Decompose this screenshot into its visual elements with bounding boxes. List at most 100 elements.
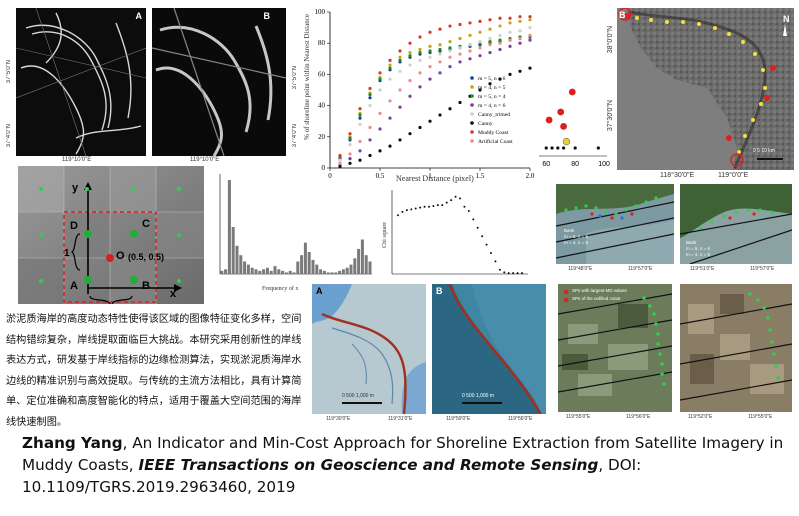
study-map-x-tick-1: 118°30'0"E (660, 172, 695, 179)
chi-point (397, 214, 399, 217)
md-scatter-point (544, 146, 548, 150)
line-chart-point (378, 111, 382, 115)
histogram-bar (243, 261, 247, 274)
histogram-bar (334, 272, 338, 274)
line-chart-point (418, 85, 422, 89)
map-a-legend-1: Bank (564, 228, 575, 233)
legend-label: Artificial Coast (478, 138, 513, 145)
line-chart-y-tick-label: 40 (318, 102, 326, 110)
line-chart-point (508, 16, 512, 20)
map-b-legend-1: Bank (686, 240, 697, 245)
histogram-bar (254, 269, 258, 274)
line-chart-point (398, 49, 402, 53)
chi-point (450, 199, 453, 202)
line-chart-point (348, 152, 352, 156)
line-chart-point (378, 149, 382, 153)
histogram-bar (368, 261, 372, 274)
line-chart-point (428, 49, 432, 53)
line-chart-x-tick-label: 1.5 (476, 172, 485, 180)
legend-label: m = 5, n = 6 (478, 76, 506, 82)
svg-text:N: N (783, 14, 790, 24)
histogram-bar (322, 270, 326, 274)
line-chart-point (378, 77, 382, 81)
coast-map-a-legend-1: SPs with largest MD values (572, 288, 627, 293)
grid-axis-x: x (170, 288, 177, 300)
chi-point (401, 210, 404, 213)
line-chart-xlabel: Nearest Distance (pixel) (396, 174, 474, 183)
line-chart-point (338, 161, 342, 165)
line-chart-point (358, 116, 362, 120)
line-chart-point (458, 46, 462, 50)
line-chart-point (478, 19, 482, 23)
line-chart-point (418, 50, 422, 55)
panel-b-y-tick: 37°5'0"N (292, 66, 298, 90)
histogram-bar (220, 270, 224, 274)
panel-a-label: A (135, 11, 143, 21)
line-chart-point (478, 30, 482, 34)
line-chart-point (358, 107, 362, 111)
legend-marker (470, 130, 474, 134)
map-b-x-tick-2: 119°57'0"E (750, 266, 775, 272)
chi-point (516, 272, 519, 275)
line-chart-point (358, 149, 362, 153)
grid-point-b: B (142, 280, 150, 292)
coast-map-a-x-tick-1: 119°55'0"E (566, 414, 591, 420)
frequency-histogram (219, 174, 372, 275)
sat-map-a-x-tick-1: 119°30'0"E (326, 416, 351, 422)
histogram-bar (315, 264, 319, 274)
chi-point (410, 208, 413, 211)
histogram-bar (364, 255, 368, 274)
panel-a-x-tick: 119°10'0"E (62, 157, 92, 163)
line-chart-point (528, 33, 532, 37)
line-chart-point (418, 71, 422, 75)
line-chart-point (478, 54, 482, 58)
grid-point-c: C (142, 218, 150, 230)
histogram-bar (281, 270, 285, 274)
panel-ab-y-tick-1: 37°5'0"N (6, 60, 12, 84)
chi-point (432, 204, 435, 207)
chi-point (419, 206, 422, 209)
line-chart-point (458, 22, 462, 27)
line-chart-point (498, 38, 502, 42)
line-chart-point (448, 46, 452, 50)
legend-marker (470, 94, 474, 98)
grid-point-o: O (116, 250, 125, 262)
line-chart-point (348, 132, 352, 136)
line-chart-point (438, 52, 442, 56)
legend-label: m = 4, n = 5 (478, 85, 506, 91)
line-chart-point (488, 18, 492, 22)
study-area-map: N B 0 5 10 km (617, 8, 794, 170)
histogram-bar (330, 272, 334, 274)
coast-map-b-x-tick-2: 119°55'0"E (748, 414, 773, 420)
chi-point (481, 235, 484, 238)
chi-point (441, 204, 444, 207)
line-chart-point (528, 26, 532, 30)
line-chart-point (468, 33, 472, 37)
md-scatter-point (550, 146, 554, 150)
line-chart-y-tick-label: 60 (318, 70, 326, 78)
line-chart-point (408, 94, 412, 98)
line-chart-point (388, 144, 392, 148)
line-chart-point (438, 27, 442, 31)
map-b-legend-3: m = 4, n = 5 (686, 252, 711, 257)
line-chart-point (468, 43, 472, 47)
line-chart-point (528, 15, 532, 19)
map-a-legend-2: m = 5, n = 6 (564, 234, 589, 239)
line-chart-x-tick-label: 0 (328, 172, 332, 180)
line-chart-point (428, 44, 432, 48)
histogram-bar (300, 255, 304, 274)
line-chart-point (518, 41, 522, 45)
line-chart-point (478, 88, 482, 92)
chi-point (454, 195, 457, 198)
study-map-label: B (619, 10, 626, 20)
line-chart-point (368, 153, 372, 158)
chi-point (472, 218, 475, 221)
chi-point (490, 252, 492, 254)
line-chart-point (478, 40, 482, 44)
line-chart-ylabel: % of shoreline point within Nearest Dist… (303, 14, 311, 140)
line-chart-point (518, 19, 522, 23)
line-chart-x-tick-label: 0.5 (376, 172, 385, 180)
line-chart-point (458, 52, 462, 56)
line-chart-point (478, 46, 482, 50)
line-chart-point (398, 88, 402, 92)
